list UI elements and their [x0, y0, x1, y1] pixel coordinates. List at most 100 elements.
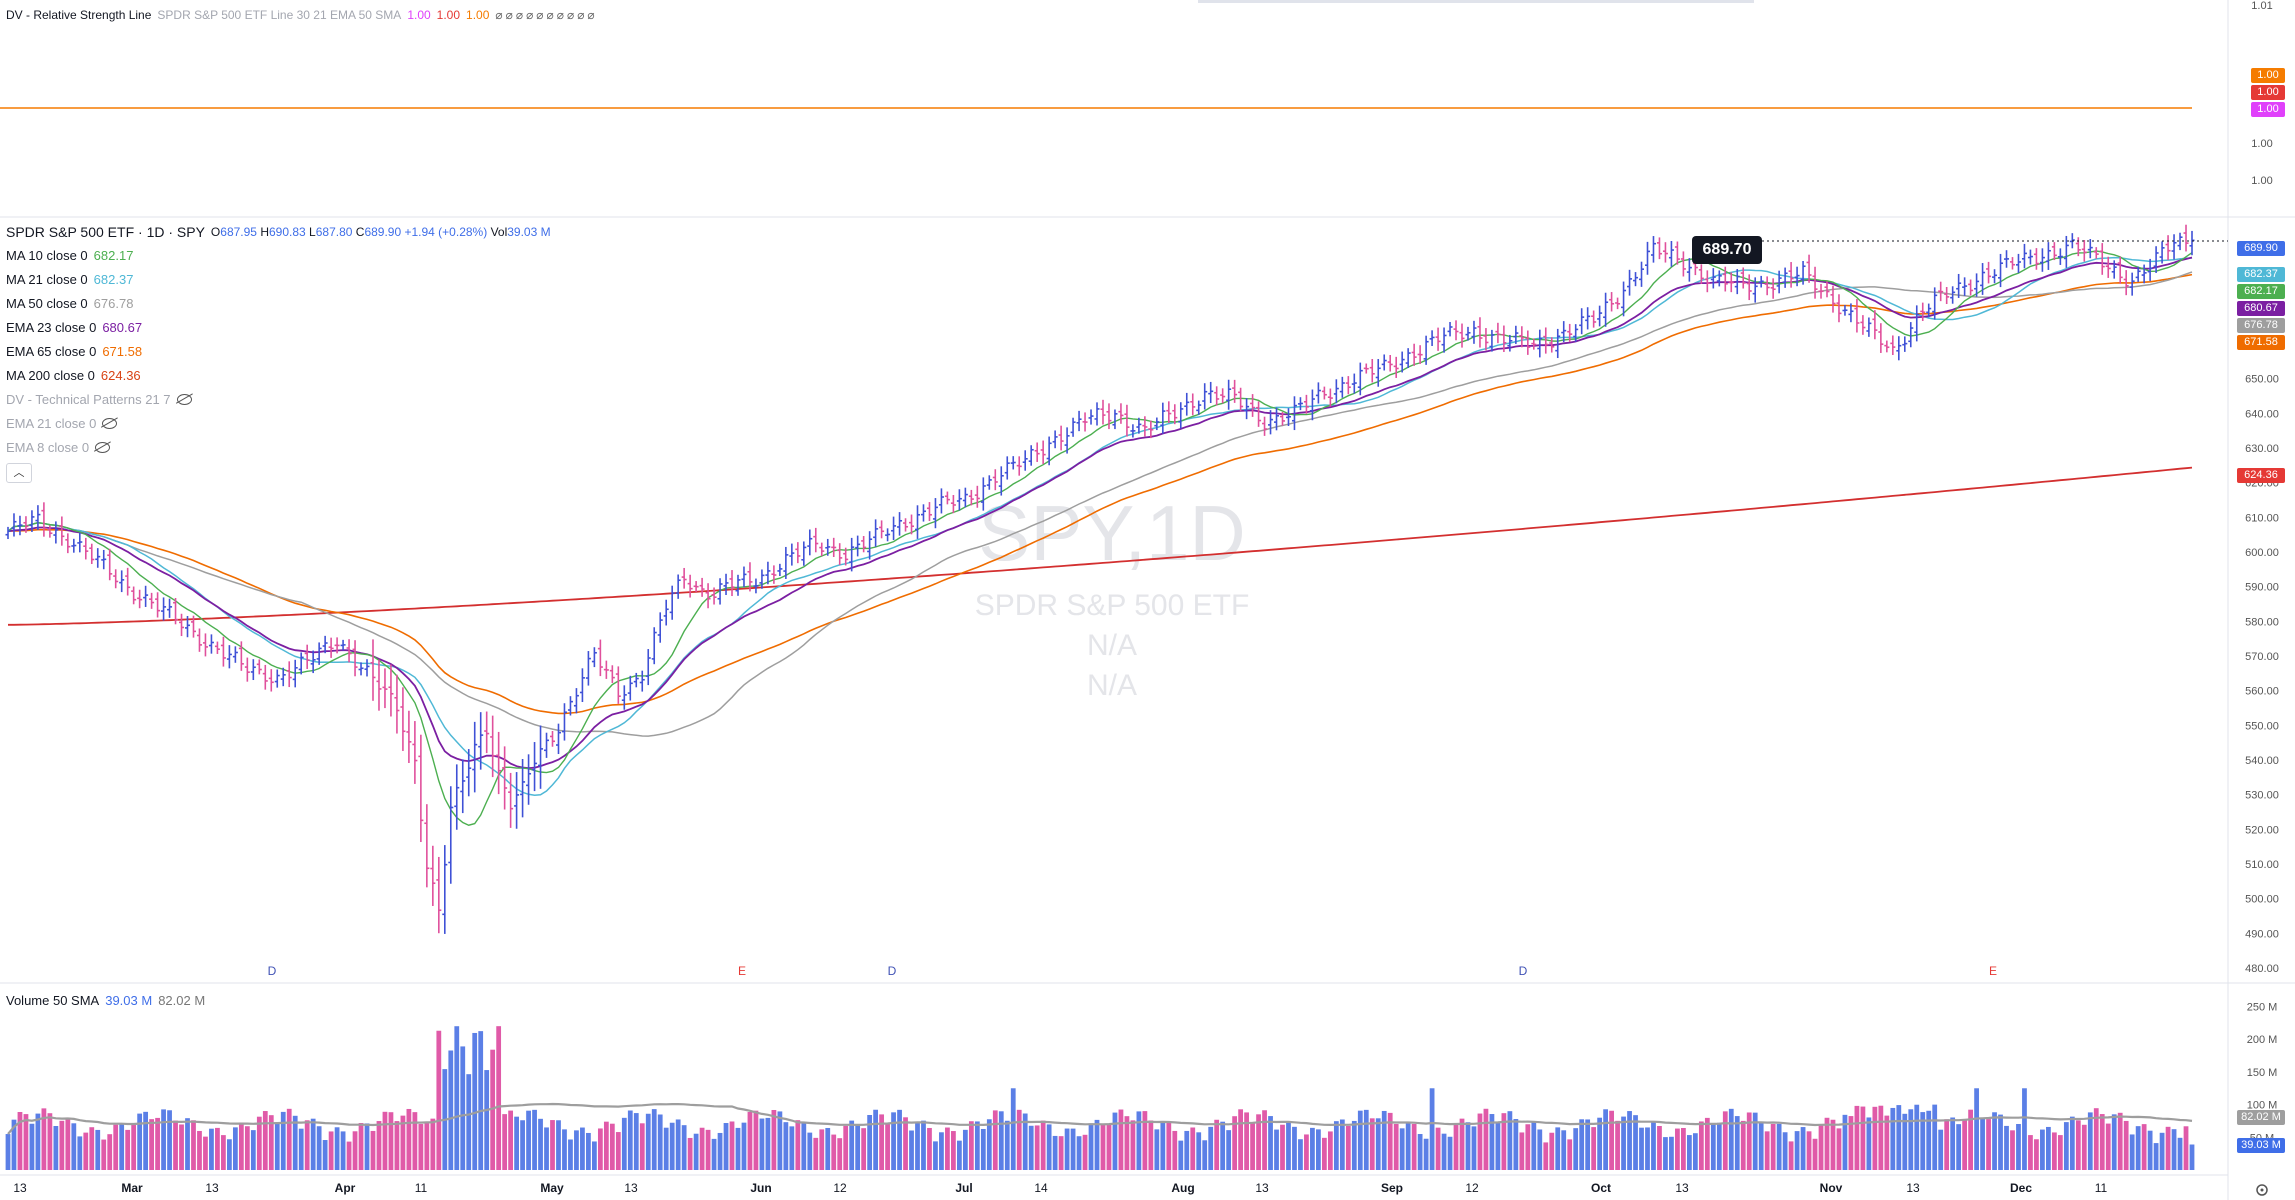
- event-marker[interactable]: D: [888, 964, 897, 978]
- volume-bar: [1363, 1109, 1369, 1170]
- volume-bar: [346, 1141, 352, 1170]
- ohlc-bar: [2063, 235, 2069, 268]
- volume-bar: [11, 1119, 17, 1170]
- ohlc-bar: [376, 659, 382, 711]
- volume-bar: [1351, 1120, 1357, 1170]
- volume-bar: [735, 1127, 741, 1170]
- ohlc-bar: [938, 488, 944, 514]
- ohlc-bar: [292, 659, 298, 688]
- volume-bar: [197, 1130, 202, 1170]
- price-tick-label: 480.00: [2245, 963, 2279, 975]
- ohlc-bar: [579, 668, 585, 703]
- volume-bar: [621, 1117, 627, 1170]
- legend-ma-200[interactable]: MA 200 close 0 624.36: [6, 368, 141, 383]
- ohlc-bar: [1477, 317, 1483, 348]
- ohlc-bar: [1704, 270, 1710, 293]
- ohlc-bar: [490, 715, 496, 778]
- volume-bar: [113, 1124, 119, 1170]
- event-marker[interactable]: E: [738, 964, 746, 978]
- hidden-eye-icon[interactable]: [176, 394, 192, 405]
- volume-bar: [2069, 1116, 2075, 1170]
- price-tick-label: 630.00: [2245, 443, 2279, 455]
- ohlc-bar: [1429, 330, 1435, 346]
- legend-technical-patterns[interactable]: DV - Technical Patterns 21 7: [6, 392, 192, 407]
- volume-bar: [478, 1031, 484, 1170]
- symbol-title[interactable]: SPDR S&P 500 ETF · 1D · SPY: [6, 224, 205, 240]
- event-marker[interactable]: D: [1519, 964, 1528, 978]
- watermark-line2: N/A: [1087, 669, 1137, 702]
- ohlc-bar: [825, 538, 831, 556]
- volume-bar: [1788, 1141, 1794, 1170]
- ohlc-bar: [5, 526, 11, 540]
- volume-bar: [568, 1139, 573, 1170]
- volume-bar: [1519, 1132, 1525, 1170]
- volume-bar: [556, 1120, 561, 1170]
- ohlc-bar: [1884, 340, 1890, 353]
- volume-bar: [651, 1109, 657, 1170]
- volume-bar: [35, 1113, 41, 1170]
- volume-bar: [562, 1129, 567, 1170]
- volume-bar: [328, 1131, 334, 1170]
- ohlc-bar: [101, 549, 107, 570]
- indicator-value: 680.67: [102, 320, 143, 335]
- ohlc-bar: [2135, 266, 2141, 282]
- ohlc-bar: [1357, 362, 1363, 396]
- ohlc-bar: [867, 531, 873, 560]
- hidden-eye-icon[interactable]: [95, 442, 111, 453]
- volume-bar: [1052, 1135, 1058, 1170]
- volume-bar: [1232, 1116, 1238, 1170]
- ohlc-bar: [1232, 379, 1238, 403]
- ohlc-bar: [1112, 409, 1118, 430]
- volume-bar: [1794, 1131, 1800, 1170]
- volume-bar: [1190, 1127, 1196, 1170]
- hidden-eye-icon[interactable]: [102, 418, 118, 429]
- ohlc-bar: [645, 649, 651, 686]
- volume-bar: [388, 1112, 394, 1170]
- price-tick-label: 550.00: [2245, 720, 2279, 732]
- collapse-legend-button[interactable]: ︿: [6, 463, 32, 483]
- ohlc-bar: [597, 639, 603, 677]
- volume-bar: [502, 1114, 508, 1170]
- legend-ma-21[interactable]: MA 21 close 0 682.37: [6, 272, 133, 287]
- ohlc-bar: [2087, 239, 2093, 259]
- ohlc-bar: [1728, 272, 1734, 293]
- volume-bar: [753, 1110, 759, 1170]
- gear-icon[interactable]: [2256, 1184, 2268, 1196]
- rs-axis-label: 1.00: [2251, 175, 2272, 187]
- ohlc-bar: [1214, 386, 1220, 406]
- event-marker[interactable]: D: [268, 964, 277, 978]
- indicator-value: 624.36: [100, 368, 141, 383]
- event-marker[interactable]: E: [1989, 964, 1997, 978]
- volume-bar: [244, 1126, 250, 1170]
- ohlc-bar: [113, 569, 119, 589]
- ohlc-bar: [1058, 425, 1064, 451]
- ohlc-bar: [729, 570, 735, 597]
- ohlc-bar: [412, 721, 418, 784]
- volume-bar: [1441, 1133, 1447, 1170]
- legend-ma-10[interactable]: MA 10 close 0 682.17: [6, 248, 133, 263]
- volume-bar: [95, 1129, 101, 1170]
- time-tick-label: 13: [13, 1181, 27, 1195]
- legend-ma-50[interactable]: MA 50 close 0 676.78: [6, 296, 133, 311]
- top-scroll-handle[interactable]: [1198, 0, 1754, 3]
- ohlc-bar: [1501, 325, 1507, 353]
- legend-ema21[interactable]: EMA 21 close 0: [6, 416, 118, 431]
- ohlc-bar: [2015, 253, 2021, 273]
- volume-bar: [1597, 1117, 1603, 1170]
- volume-bar: [1615, 1120, 1620, 1170]
- volume-bar: [915, 1122, 920, 1170]
- volume-bar: [1405, 1122, 1411, 1170]
- time-tick-label: Sep: [1381, 1181, 1403, 1195]
- legend-ema8[interactable]: EMA 8 close 0: [6, 440, 111, 455]
- volume-bar: [1752, 1112, 1758, 1170]
- ohlc-bar: [11, 513, 17, 537]
- ohlc-bar: [771, 565, 777, 584]
- ohlc-bar: [2117, 256, 2123, 284]
- ohlc-bar: [681, 567, 687, 589]
- ohlc-bar: [286, 661, 292, 688]
- volume-bar: [1627, 1111, 1632, 1170]
- volume-bar: [1064, 1128, 1070, 1170]
- legend-ema-65[interactable]: EMA 65 close 0 671.58: [6, 344, 142, 359]
- time-tick-label: 13: [624, 1181, 638, 1195]
- legend-ema-23[interactable]: EMA 23 close 0 680.67: [6, 320, 142, 335]
